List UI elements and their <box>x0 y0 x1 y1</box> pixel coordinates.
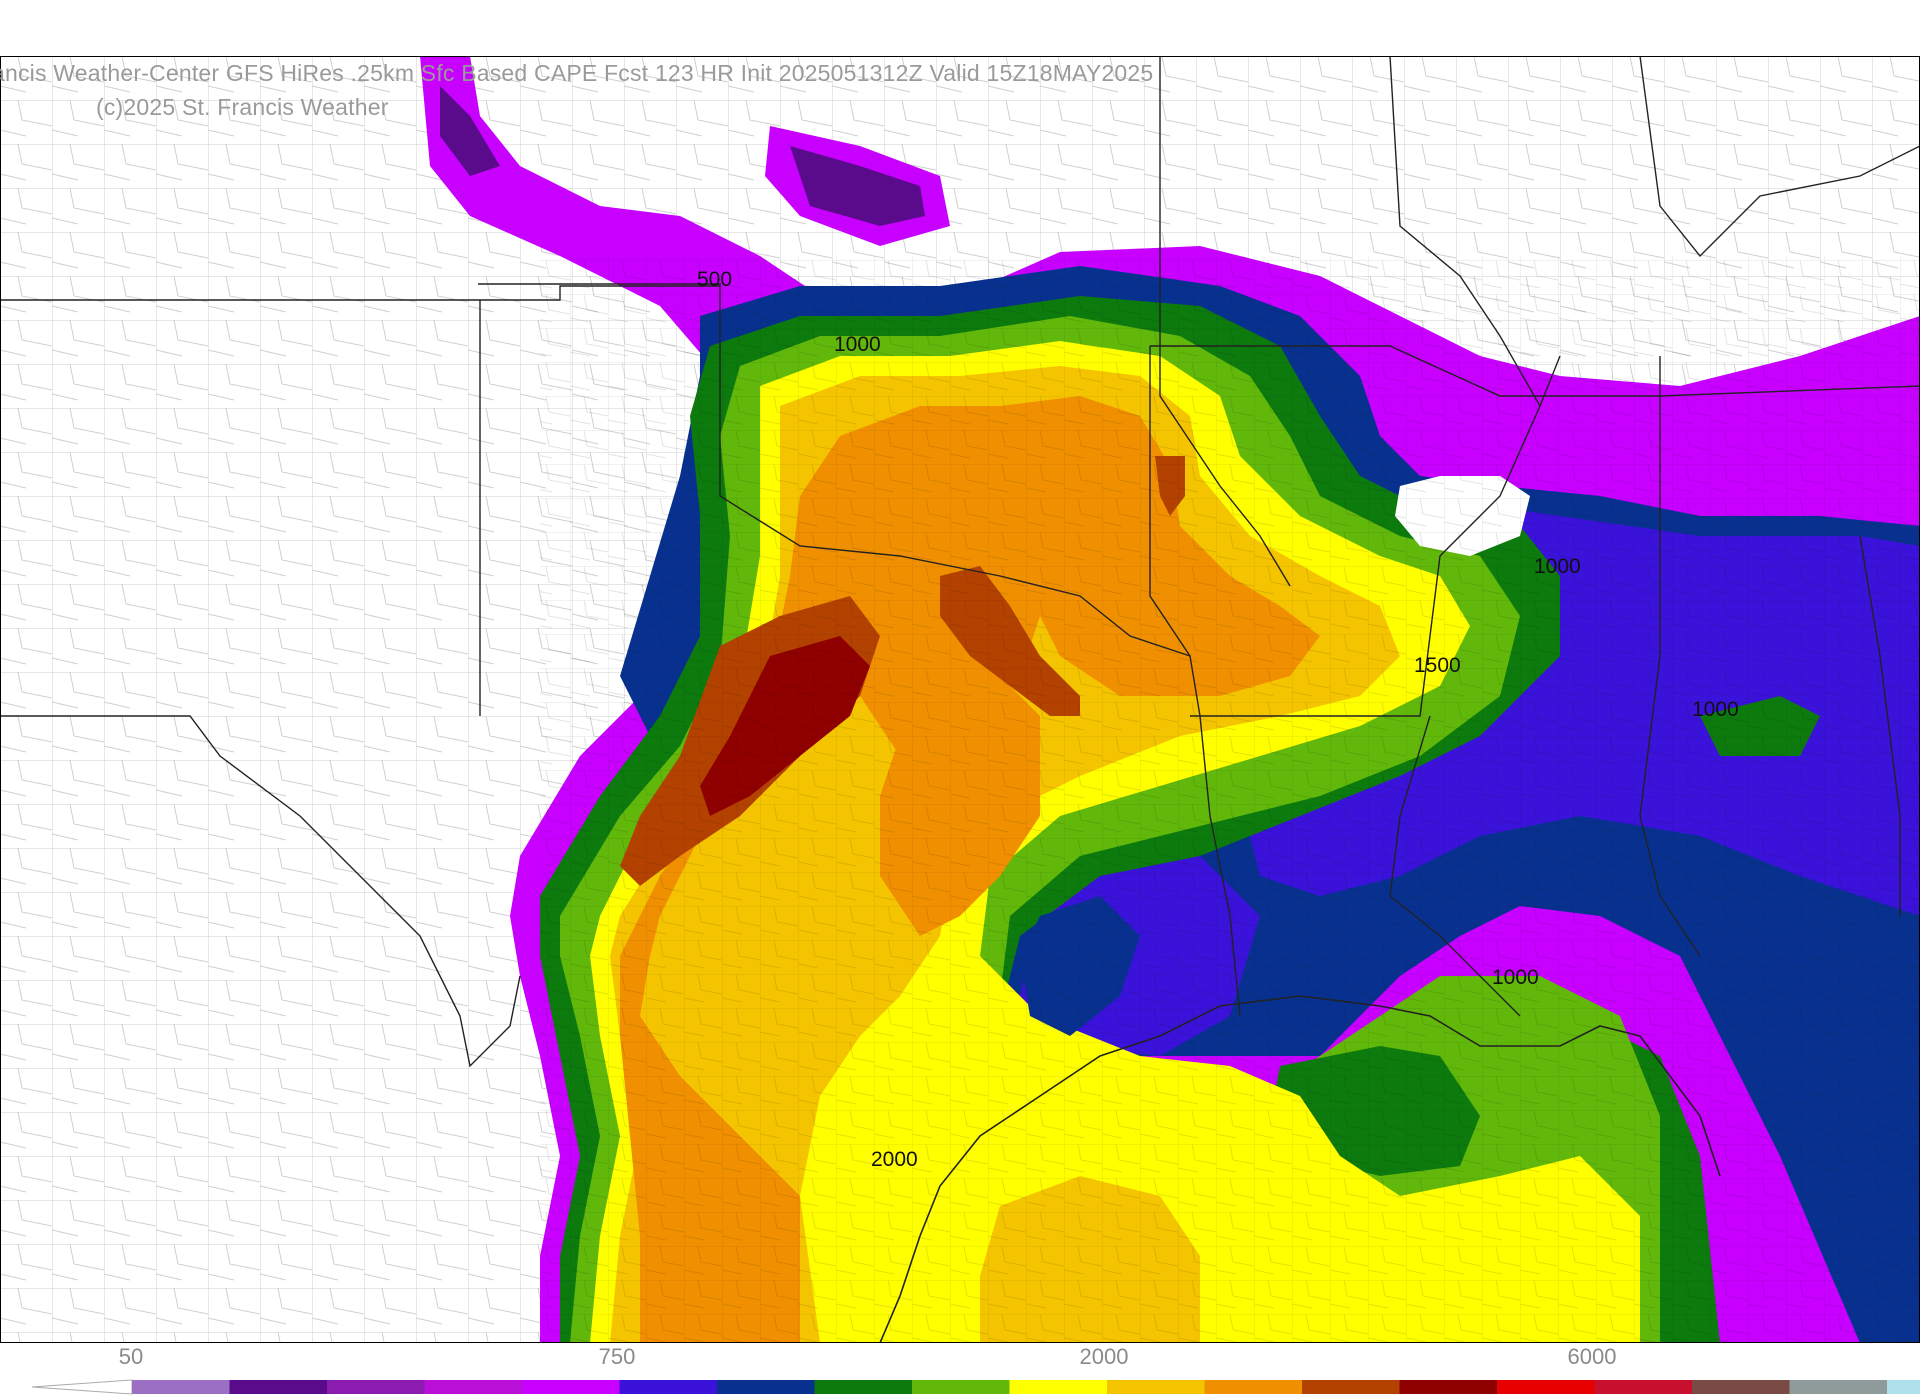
state-borders <box>0 56 1920 1068</box>
contour-label-1000-ms: 1000 <box>1534 555 1581 578</box>
colorbar-swatch <box>1692 1380 1790 1394</box>
colorbar-swatch <box>1789 1380 1888 1394</box>
colorbar-tick-2000: 2000 <box>1079 1344 1129 1369</box>
colorbar-swatch <box>1594 1380 1693 1394</box>
colorbar-swatch <box>1107 1380 1205 1394</box>
colorbar-swatch <box>522 1380 620 1394</box>
colorbar-swatch <box>132 1380 230 1394</box>
colorbar-swatch <box>814 1380 913 1394</box>
colorbar-arrow-high <box>1910 1386 1920 1388</box>
cape-map: 500 1000 1000 1500 1000 1000 2000 <box>0 56 1920 1343</box>
colorbar-swatch <box>229 1380 328 1394</box>
colorbar-arrow-low <box>31 1379 133 1395</box>
contour-label-2000-tx: 2000 <box>871 1148 918 1171</box>
contour-labels: 500 1000 1000 1500 1000 1000 2000 <box>697 268 1739 1171</box>
colorbar-swatch <box>1009 1380 1108 1394</box>
copyright-line: (c)2025 St. Francis Weather <box>96 94 389 120</box>
colorbar-swatches <box>31 1379 1920 1395</box>
colorbar-swatch <box>1399 1380 1498 1394</box>
cape-map-svg: 500 1000 1000 1500 1000 1000 2000 <box>0 56 1920 1343</box>
colorbar-tick-50: 50 <box>118 1344 144 1369</box>
gulf-coastline <box>879 995 1721 1343</box>
colorbar-swatch <box>619 1380 718 1394</box>
map-title: ancis Weather-Center GFS HiRes .25km Sfc… <box>0 60 1154 86</box>
colorbar-swatch <box>327 1380 425 1394</box>
colorbar-swatch <box>1497 1380 1595 1394</box>
cape-band-purple-dark-nw <box>440 86 500 176</box>
map-border <box>0 56 1920 1343</box>
county-lines-overlay <box>540 256 1920 1343</box>
colorbar-swatch <box>424 1380 523 1394</box>
cape-band-purple-dark-ne <box>790 146 925 226</box>
colorbar-swatch <box>1302 1380 1400 1394</box>
colorbar-swatch <box>912 1380 1010 1394</box>
contour-label-1000-coast: 1000 <box>1492 966 1539 989</box>
colorbar-tick-6000: 6000 <box>1567 1344 1617 1369</box>
contour-label-1000-al: 1000 <box>1692 698 1739 721</box>
contour-label-500-ne: 500 <box>697 268 732 291</box>
colorbar-swatch <box>1887 1380 1920 1394</box>
colorbar-tick-750: 750 <box>598 1344 636 1369</box>
colorbar-swatch <box>717 1380 815 1394</box>
colorbar-swatch <box>1204 1380 1303 1394</box>
contour-label-1500-la: 1500 <box>1414 654 1461 677</box>
contour-label-1000-ok: 1000 <box>834 333 881 356</box>
colorbar <box>31 1379 1920 1395</box>
